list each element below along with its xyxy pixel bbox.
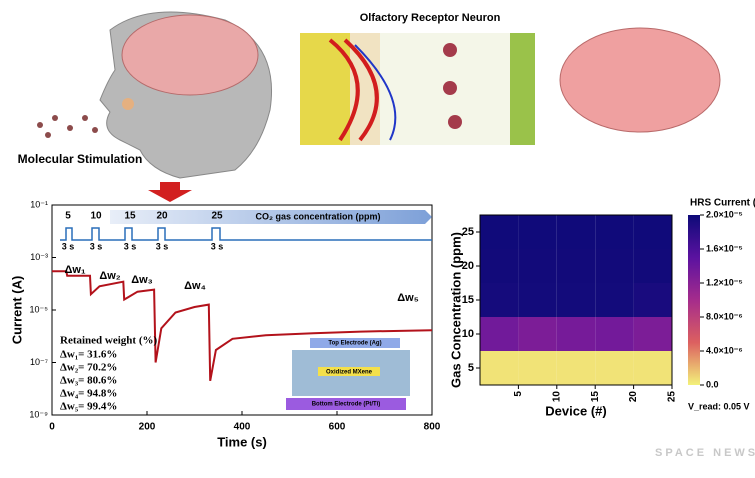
x-tick-label: 0 — [49, 422, 55, 433]
y-tick-label: 10⁻⁷ — [30, 357, 48, 367]
pulse-duration: 3 s — [90, 241, 103, 251]
heatmap-cell — [480, 317, 519, 351]
retained-value: Δw₅= 99.4% — [60, 401, 117, 413]
pulse-label: 10 — [90, 211, 102, 222]
retained-value: Δw₁= 31.6% — [60, 349, 117, 361]
device-inset — [286, 338, 410, 410]
colorbar-tick-label: 4.0×10⁻⁶ — [706, 345, 743, 355]
y-tick-label: 10⁻¹ — [30, 199, 48, 209]
weight-label: Δw₂ — [99, 270, 120, 282]
heatmap-cell — [633, 317, 672, 351]
x-tick-label: 400 — [234, 422, 251, 433]
x-tick-label: 20 — [628, 391, 639, 403]
pulse-duration: 3 s — [62, 241, 75, 251]
heatmap-cell — [633, 249, 672, 283]
x-tick-label: 25 — [667, 391, 678, 403]
y-axis-label: Gas Concentration (ppm) — [448, 232, 463, 388]
x-axis-label: Time (s) — [217, 434, 267, 449]
colorbar-tick-label: 0.0 — [706, 379, 719, 389]
weight-label: Δw₄ — [184, 280, 206, 292]
x-tick-label: 600 — [329, 422, 346, 433]
pulse-duration: 3 s — [211, 241, 224, 251]
y-tick-label: 15 — [462, 294, 474, 306]
colorbar-label: HRS Current (A) — [690, 198, 755, 209]
heatmap-cell — [518, 317, 557, 351]
heatmap-cell — [556, 283, 596, 317]
y-axis-label: Current (A) — [9, 276, 24, 345]
weight-label: Δw₁ — [64, 264, 85, 276]
device-layer-label: Bottom Electrode (Pt/Ti) — [312, 402, 381, 408]
weight-label: Δw₃ — [131, 274, 153, 286]
retained-title: Retained weight (%) — [60, 335, 157, 347]
x-tick-label: 800 — [424, 422, 441, 433]
heatmap-cell — [556, 317, 596, 351]
pulse-label: 5 — [65, 211, 71, 222]
x-tick-label: 10 — [551, 391, 562, 403]
heatmap-cell — [595, 249, 634, 283]
x-tick-label: 15 — [590, 391, 601, 403]
heatmap-cell — [556, 215, 596, 249]
pulse-trace — [60, 227, 432, 241]
heatmap-cell — [633, 215, 672, 249]
heatmap-cell — [518, 249, 557, 283]
pulse-duration: 3 s — [124, 241, 137, 251]
device-layer-label: Top Electrode (Ag) — [328, 341, 381, 347]
y-tick-label: 10⁻³ — [30, 252, 48, 262]
device-layer-label: Oxidized MXene — [326, 370, 373, 376]
pulse-duration: 3 s — [156, 241, 169, 251]
y-tick-label: 10⁻⁹ — [29, 409, 48, 419]
y-tick-label: 5 — [468, 362, 474, 374]
pulse-label: 20 — [156, 211, 168, 222]
pulse-label: 25 — [211, 211, 223, 222]
heatmap-cell — [595, 283, 634, 317]
heatmap-cell — [633, 283, 672, 317]
stimulation-label: Molecular Stimulation — [18, 152, 143, 166]
neuron-label: Olfactory Receptor Neuron — [360, 12, 501, 24]
heatmap-cell — [595, 351, 634, 385]
y-tick-label: 20 — [462, 260, 474, 272]
heatmap-cell — [595, 317, 634, 351]
gas-arrow — [110, 210, 432, 224]
heatmap-cell — [480, 351, 519, 385]
colorbar-tick-label: 1.2×10⁻⁵ — [706, 277, 743, 287]
gas-label: CO₂ gas concentration (ppm) — [255, 211, 380, 221]
current-line — [52, 270, 433, 381]
y-tick-label: 10⁻⁵ — [30, 304, 49, 314]
colorbar — [688, 215, 700, 385]
colorbar-tick-label: 8.0×10⁻⁶ — [706, 311, 743, 321]
pulse-label: 15 — [124, 211, 136, 222]
x-axis-label: Device (#) — [545, 403, 606, 418]
retained-value: Δw₄= 94.8% — [60, 388, 117, 400]
illustration — [37, 11, 721, 202]
heatmap-cell — [556, 249, 596, 283]
heatmap-cell — [480, 215, 519, 249]
heatmap-cell — [518, 283, 557, 317]
x-tick-label: 200 — [139, 422, 156, 433]
heatmap-cell — [480, 249, 519, 283]
heatmap-cell — [633, 351, 672, 385]
retained-value: Δw₂= 70.2% — [60, 362, 117, 374]
weight-label: Δw₅ — [397, 292, 419, 304]
heatmap-cell — [595, 215, 634, 249]
heatmap-cell — [518, 215, 557, 249]
heatmap-cell — [518, 351, 557, 385]
y-tick-label: 10 — [462, 328, 474, 340]
colorbar-tick-label: 2.0×10⁻⁵ — [706, 209, 743, 219]
x-tick-label: 5 — [513, 391, 524, 397]
annotation: V_read: 0.05 V — [688, 401, 750, 411]
colorbar-tick-label: 1.6×10⁻⁵ — [706, 243, 743, 253]
heatmap-cell — [480, 283, 519, 317]
heatmap-cell — [556, 351, 596, 385]
y-tick-label: 25 — [462, 226, 474, 238]
retained-value: Δw₃= 80.6% — [60, 375, 117, 387]
watermark: SPACE NEWS — [655, 447, 755, 459]
